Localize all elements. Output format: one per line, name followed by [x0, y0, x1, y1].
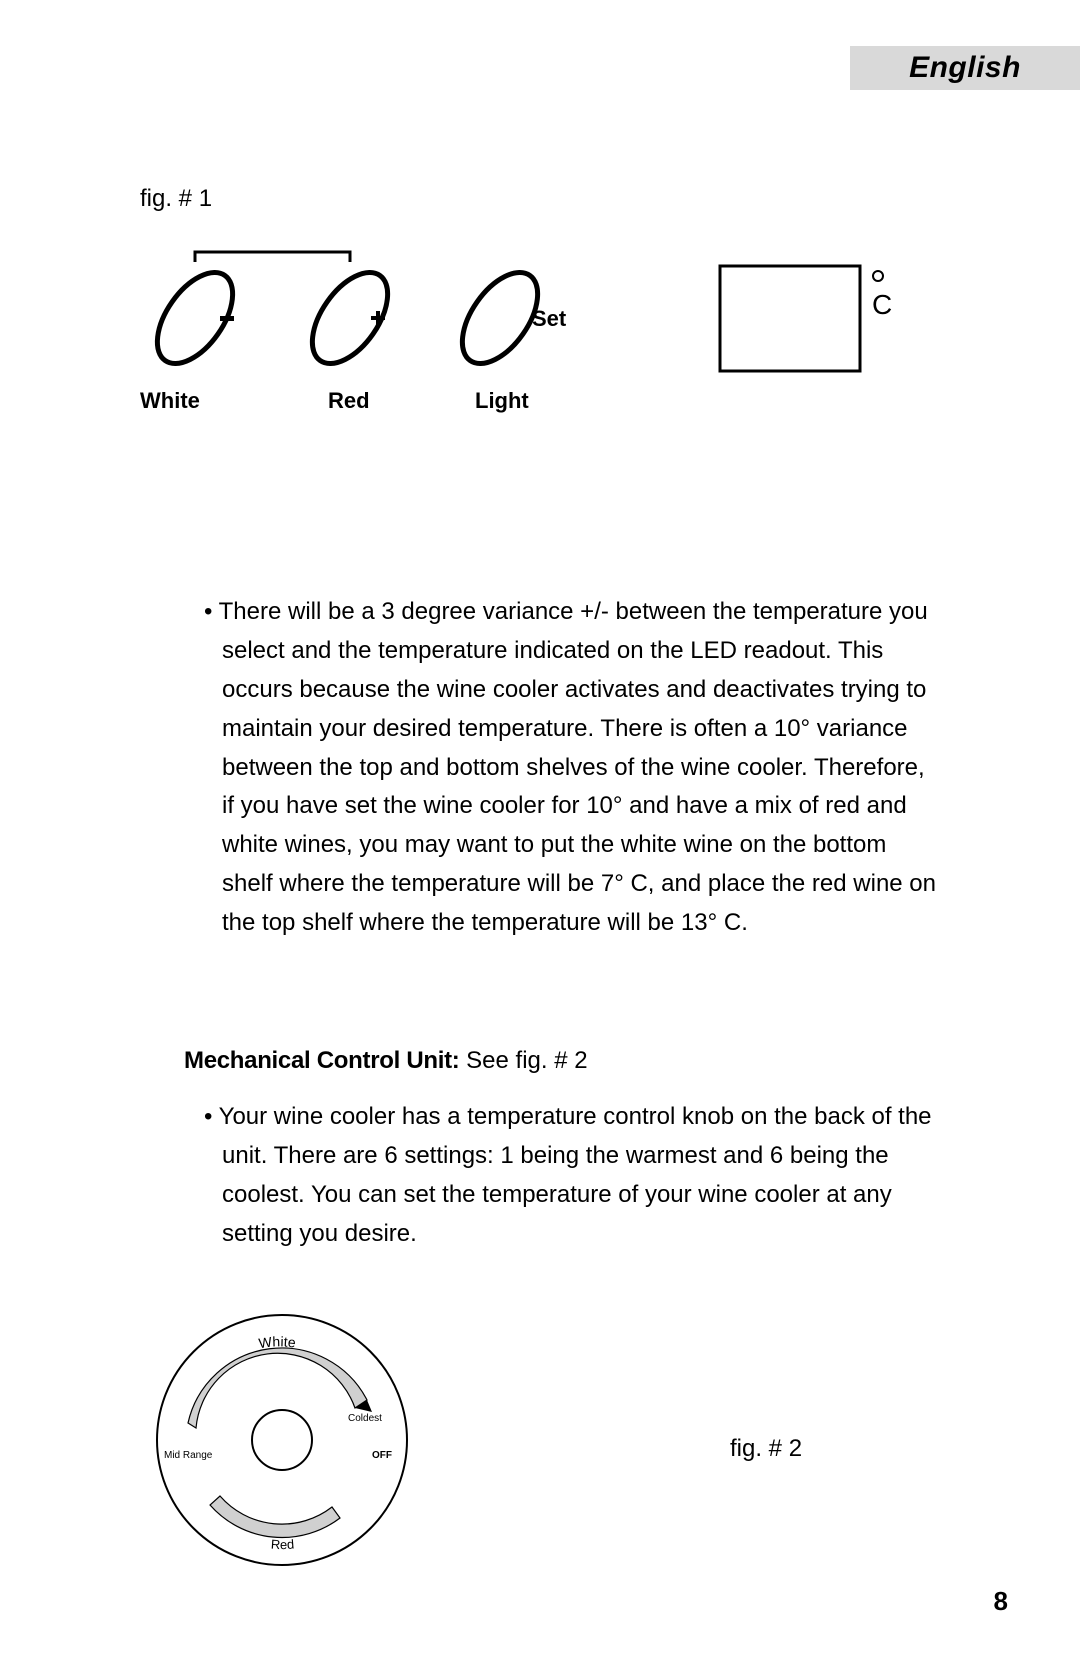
- fig2-caption: fig. # 2: [730, 1435, 802, 1463]
- dial-red-label: Red: [270, 1537, 294, 1553]
- dial-off-label: OFF: [372, 1450, 392, 1461]
- page-number: 8: [994, 1586, 1008, 1617]
- dial-midrange-label: Mid Range: [164, 1450, 213, 1461]
- dial-coldest-label: Coldest: [348, 1413, 382, 1424]
- led-display: [720, 266, 860, 371]
- paragraph-1: There will be a 3 degree variance +/- be…: [222, 593, 942, 943]
- celsius-unit: C: [872, 289, 892, 320]
- figure-1: Set White Red Light C: [140, 248, 950, 458]
- red-label: Red: [328, 388, 370, 413]
- set-label: Set: [532, 306, 567, 331]
- control-knob[interactable]: [252, 1410, 312, 1470]
- white-label: White: [140, 388, 200, 413]
- section-2-heading: Mechanical Control Unit: See fig. # 2: [184, 1047, 588, 1075]
- paragraph-2: Your wine cooler has a temperature contr…: [222, 1098, 942, 1254]
- fig1-caption: fig. # 1: [140, 185, 212, 213]
- language-tab: English: [850, 46, 1080, 90]
- figure-2-dial: White Coldest Mid Range OFF Red: [150, 1308, 415, 1573]
- light-label: Light: [475, 388, 529, 413]
- dial-white-label: White: [258, 1333, 297, 1351]
